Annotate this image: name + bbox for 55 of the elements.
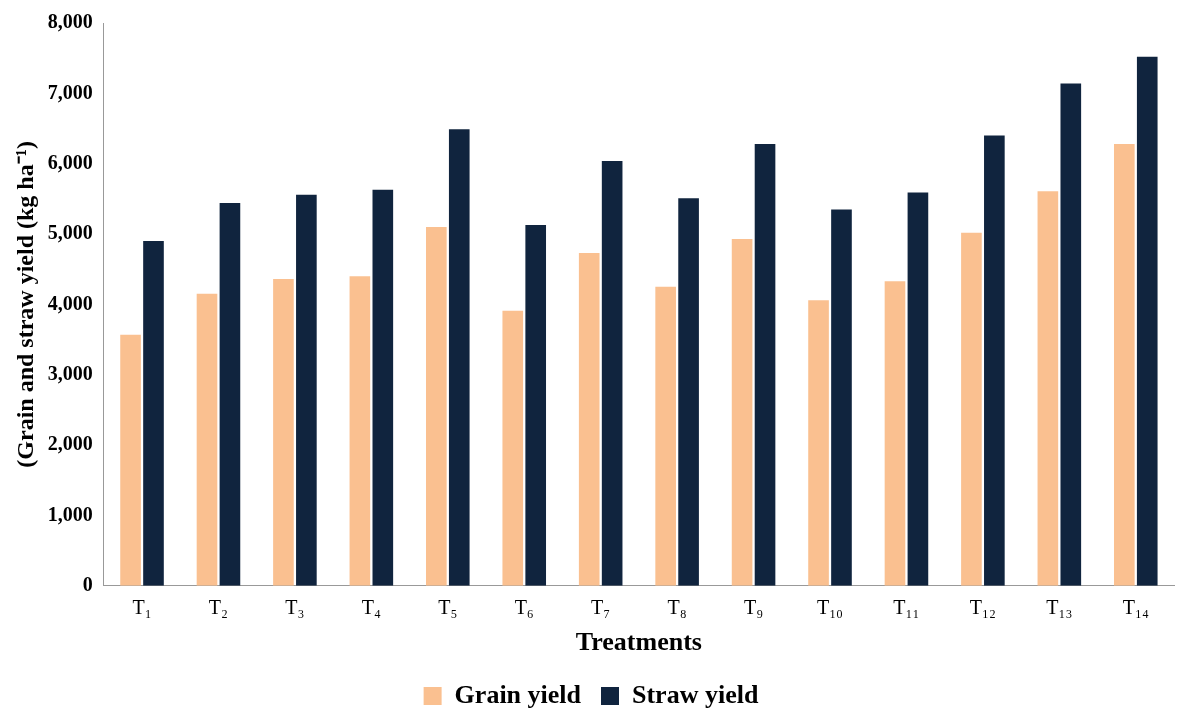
bar bbox=[808, 300, 829, 586]
bar bbox=[578, 253, 600, 586]
legend-label: Grain yield bbox=[454, 679, 582, 709]
y-tick-label: 0 bbox=[82, 572, 93, 595]
x-tick-label: T₈ bbox=[667, 596, 687, 619]
bar bbox=[448, 129, 470, 586]
bar bbox=[831, 209, 852, 586]
x-tick-label: T₁₁ bbox=[893, 596, 920, 619]
bar bbox=[372, 189, 394, 586]
x-tick-label: T₁ bbox=[132, 596, 152, 619]
x-axis-title: Treatments bbox=[575, 627, 702, 657]
x-tick-label: T₃ bbox=[285, 596, 305, 619]
bar bbox=[426, 227, 447, 586]
y-tick-label: 1,000 bbox=[47, 502, 93, 525]
y-tick-label: 4,000 bbox=[47, 291, 93, 314]
y-tick-label: 2,000 bbox=[47, 432, 93, 455]
bar bbox=[961, 232, 982, 586]
bar bbox=[1060, 83, 1082, 586]
y-tick-label: 8,000 bbox=[47, 10, 93, 33]
bar bbox=[349, 276, 371, 586]
bar bbox=[984, 135, 1005, 586]
bar bbox=[884, 281, 906, 586]
x-tick-label: T₁₂ bbox=[969, 596, 996, 619]
bar bbox=[143, 241, 164, 586]
legend-label: Straw yield bbox=[632, 679, 759, 709]
y-tick-label: 5,000 bbox=[47, 221, 93, 244]
bar bbox=[219, 203, 241, 586]
x-tick-label: T₆ bbox=[514, 596, 534, 619]
bar bbox=[196, 293, 218, 586]
bar bbox=[754, 144, 776, 586]
y-tick-label: 3,000 bbox=[47, 361, 93, 384]
bar bbox=[1113, 144, 1135, 586]
bar bbox=[601, 160, 623, 586]
bar bbox=[678, 198, 699, 586]
x-tick-label: T₉ bbox=[743, 596, 764, 619]
bar bbox=[525, 224, 547, 586]
x-tick-label: T₇ bbox=[591, 596, 611, 619]
y-tick-label: 6,000 bbox=[47, 150, 93, 173]
bar bbox=[731, 238, 753, 586]
x-tick-label: T₁₄ bbox=[1122, 596, 1149, 619]
x-tick-label: T₅ bbox=[438, 596, 458, 619]
bar bbox=[1136, 56, 1158, 586]
bar bbox=[120, 334, 141, 586]
bar bbox=[502, 310, 524, 586]
bar bbox=[296, 194, 317, 586]
x-tick-label: T₄ bbox=[361, 596, 381, 619]
bar bbox=[655, 286, 676, 586]
bar bbox=[1037, 191, 1059, 586]
x-tick-label: T₁₀ bbox=[816, 596, 844, 619]
bar bbox=[907, 192, 929, 586]
x-tick-label: T₁₃ bbox=[1046, 596, 1073, 619]
y-tick-label: 7,000 bbox=[47, 80, 93, 103]
bar bbox=[273, 279, 294, 586]
x-tick-label: T₂ bbox=[208, 596, 229, 619]
y-axis-title: (Grain and straw yield (kg ha⁻¹) bbox=[11, 141, 38, 468]
